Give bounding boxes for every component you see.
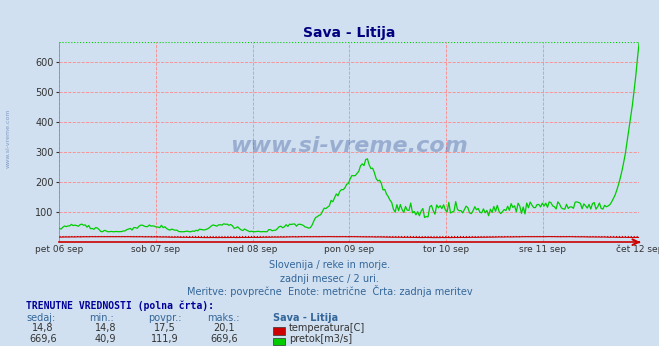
- Text: povpr.:: povpr.:: [148, 313, 182, 323]
- Text: min.:: min.:: [89, 313, 114, 323]
- Text: 40,9: 40,9: [95, 334, 116, 344]
- Text: 20,1: 20,1: [214, 324, 235, 334]
- Text: www.si-vreme.com: www.si-vreme.com: [5, 109, 11, 168]
- Text: 17,5: 17,5: [154, 324, 176, 334]
- Text: 111,9: 111,9: [151, 334, 179, 344]
- Text: www.si-vreme.com: www.si-vreme.com: [231, 136, 468, 156]
- Title: Sava - Litija: Sava - Litija: [303, 26, 395, 40]
- Text: 669,6: 669,6: [29, 334, 57, 344]
- Text: sedaj:: sedaj:: [26, 313, 55, 323]
- Text: Slovenija / reke in morje.: Slovenija / reke in morje.: [269, 260, 390, 270]
- Text: temperatura[C]: temperatura[C]: [289, 324, 365, 334]
- Text: Meritve: povprečne  Enote: metrične  Črta: zadnja meritev: Meritve: povprečne Enote: metrične Črta:…: [186, 285, 473, 297]
- Text: TRENUTNE VREDNOSTI (polna črta):: TRENUTNE VREDNOSTI (polna črta):: [26, 300, 214, 311]
- Text: Sava - Litija: Sava - Litija: [273, 313, 339, 323]
- Text: 14,8: 14,8: [95, 324, 116, 334]
- Text: zadnji mesec / 2 uri.: zadnji mesec / 2 uri.: [280, 274, 379, 284]
- Text: 669,6: 669,6: [210, 334, 238, 344]
- Text: maks.:: maks.:: [208, 313, 240, 323]
- Text: 14,8: 14,8: [32, 324, 53, 334]
- Text: pretok[m3/s]: pretok[m3/s]: [289, 334, 352, 344]
